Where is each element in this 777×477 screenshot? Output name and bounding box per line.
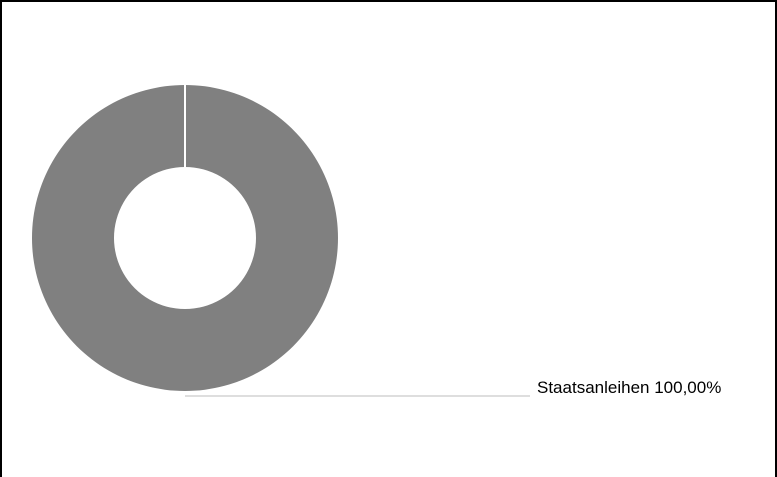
donut-slices bbox=[31, 85, 338, 391]
slice-label: Staatsanleihen 100,00% bbox=[537, 378, 721, 397]
donut-slice bbox=[31, 85, 338, 391]
